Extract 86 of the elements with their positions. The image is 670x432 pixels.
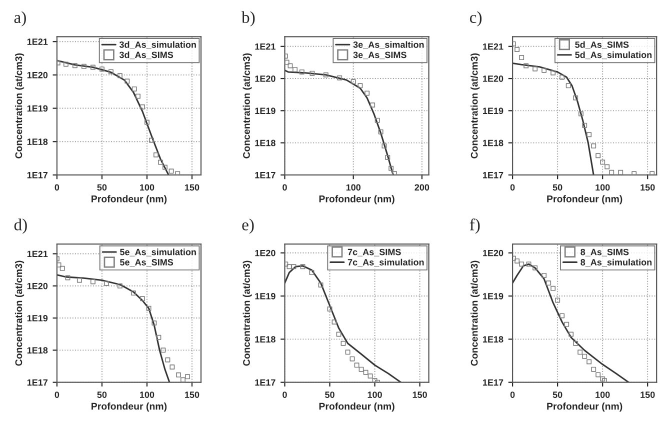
x-tick-label: 0 xyxy=(282,392,287,398)
chart-title: b) xyxy=(242,11,255,26)
x-tick-label: 150 xyxy=(412,392,427,398)
x-tick-label: 100 xyxy=(368,392,382,398)
legend-label: 5d_As_simulation xyxy=(575,51,652,60)
x-tick-label: 150 xyxy=(640,184,655,191)
line-series xyxy=(284,70,394,175)
x-axis-title: Profondeur (nm) xyxy=(319,402,394,412)
y-tick-label: 1E20 xyxy=(255,250,276,256)
legend-label: 3e_As_simaltion xyxy=(353,41,424,49)
y-tick-label: 1E19 xyxy=(255,293,276,300)
y-tick-label: 1E17 xyxy=(27,172,48,178)
y-axis-title: Concentration (at/cm3) xyxy=(242,53,252,158)
x-tick-label: 0 xyxy=(54,392,60,398)
x-axis-title: Profondeur (nm) xyxy=(92,195,167,204)
y-tick-label: 1E17 xyxy=(27,379,48,386)
x-tick-label: 50 xyxy=(325,392,334,398)
line-series xyxy=(56,274,170,382)
x-tick-label: 100 xyxy=(140,392,154,398)
x-tick-label: 50 xyxy=(552,392,562,398)
y-tick-label: 1E20 xyxy=(483,76,504,82)
chart-title: d) xyxy=(14,218,27,234)
y-tick-label: 1E18 xyxy=(27,138,48,145)
legend-label: 7c_As_simulation xyxy=(348,258,424,266)
x-tick-label: 0 xyxy=(510,392,515,398)
x-tick-label: 150 xyxy=(185,392,200,398)
x-tick-label: 0 xyxy=(282,184,287,191)
y-tick-label: 1E20 xyxy=(483,250,504,256)
chart-title: f) xyxy=(470,218,480,234)
y-axis-title: Concentration (at/cm3) xyxy=(15,53,24,158)
x-tick-label: 50 xyxy=(97,184,107,191)
legend-label: 8_As_simulation xyxy=(580,258,652,266)
y-tick-label: 1E18 xyxy=(483,140,504,146)
x-tick-label: 150 xyxy=(185,184,200,191)
y-tick-label: 1E20 xyxy=(255,76,276,82)
y-tick-label: 1E19 xyxy=(27,105,48,112)
chart-title: e) xyxy=(242,218,254,234)
y-tick-label: 1E17 xyxy=(483,379,504,386)
y-tick-label: 1E18 xyxy=(255,140,276,146)
legend-label: 5e_As_SIMS xyxy=(120,259,174,266)
x-tick-label: 50 xyxy=(97,392,107,398)
y-tick-label: 1E17 xyxy=(255,172,276,178)
y-axis-title: Concentration (at/cm3) xyxy=(470,53,480,158)
x-tick-label: 0 xyxy=(54,184,60,191)
y-tick-label: 1E18 xyxy=(483,336,504,343)
y-tick-label: 1E21 xyxy=(255,43,276,50)
y-tick-label: 1E19 xyxy=(255,108,276,114)
legend-label: 8_As_SIMS xyxy=(580,248,629,256)
y-tick-label: 1E19 xyxy=(483,108,504,114)
x-tick-label: 0 xyxy=(510,184,515,191)
legend-label: 7c_As_SIMS xyxy=(348,248,401,256)
x-tick-label: 50 xyxy=(552,184,562,191)
y-axis-title: Concentration (at/cm3) xyxy=(15,260,24,366)
legend-label: 3d_As_simulation xyxy=(119,41,196,49)
y-axis-title: Concentration (at/cm3) xyxy=(242,260,252,366)
y-tick-label: 1E20 xyxy=(27,72,48,78)
chart-title: a) xyxy=(14,11,26,26)
x-axis-title: Profondeur (nm) xyxy=(319,195,394,204)
line-series xyxy=(56,60,170,175)
x-axis-title: Profondeur (nm) xyxy=(547,195,622,204)
legend-label: 5e_As_simulation xyxy=(120,248,196,256)
x-axis-title: Profondeur (nm) xyxy=(92,402,167,412)
legend-label: 5d_As_SIMS xyxy=(575,41,629,49)
y-tick-label: 1E19 xyxy=(27,315,48,322)
legend-label: 3d_As_SIMS xyxy=(119,51,174,60)
chart-title: c) xyxy=(470,11,482,26)
y-tick-label: 1E21 xyxy=(27,38,48,45)
line-series xyxy=(512,62,594,175)
y-tick-label: 1E17 xyxy=(255,379,276,386)
y-tick-label: 1E20 xyxy=(27,282,48,290)
y-tick-label: 1E21 xyxy=(483,43,504,50)
x-tick-label: 100 xyxy=(596,184,610,191)
legend-label: 3e_As_SIMS xyxy=(353,52,406,60)
y-tick-label: 1E17 xyxy=(483,172,504,178)
y-tick-label: 1E19 xyxy=(483,293,504,300)
x-tick-label: 100 xyxy=(596,392,610,398)
y-tick-label: 1E21 xyxy=(27,250,48,258)
x-tick-label: 100 xyxy=(140,184,154,191)
line-series xyxy=(284,265,402,382)
y-tick-label: 1E18 xyxy=(27,347,48,354)
x-tick-label: 100 xyxy=(346,184,361,191)
y-tick-label: 1E18 xyxy=(255,336,276,343)
x-tick-label: 150 xyxy=(640,392,655,398)
x-tick-label: 200 xyxy=(414,184,430,191)
y-axis-title: Concentration (at/cm3) xyxy=(470,260,480,366)
x-axis-title: Profondeur (nm) xyxy=(547,402,622,412)
